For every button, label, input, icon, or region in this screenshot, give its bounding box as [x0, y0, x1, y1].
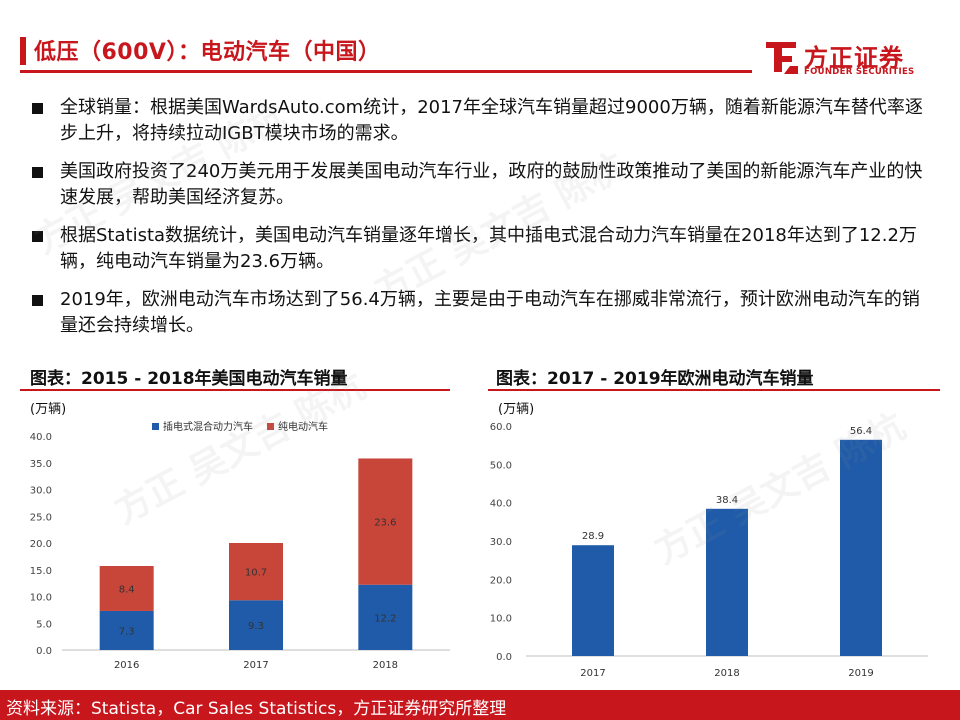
us-ev-sales-chart: 0.0 5.0 10.0 15.0 20.0 25.0 30.0 35.0 40.0 插电式混合动…	[30, 420, 450, 671]
data-label: 23.6	[374, 518, 396, 529]
bullet-item: 根据Statista数据统计，美国电动汽车销量逐年增长，其中插电式混合动力汽车销…	[30, 223, 930, 275]
title-divider	[20, 70, 752, 73]
bar-segment	[229, 543, 283, 601]
data-label: 38.4	[716, 495, 738, 506]
footer-bar: 资料来源：Statista，Car Sales Statistics，方正证券研…	[0, 690, 960, 720]
bar	[572, 545, 614, 656]
x-tick-label: 2019	[848, 668, 873, 679]
logo-text-cn: 方正证券	[804, 44, 904, 72]
founder-logo-icon	[766, 42, 798, 74]
y-tick-label: 30.0	[490, 537, 512, 548]
bullet-item: 美国政府投资了240万美元用于发展美国电动汽车行业，政府的鼓励性政策推动了美国的…	[30, 159, 930, 211]
bullet-item: 2019年，欧洲电动汽车市场达到了56.4万辆，主要是由于电动汽车在挪威非常流行…	[30, 287, 930, 339]
right-chart-unit: (万辆)	[498, 402, 535, 417]
legend-label: 纯电动汽车	[278, 420, 328, 433]
data-label: 56.4	[850, 426, 872, 437]
bar-segment	[99, 610, 154, 650]
bullet-list: 全球销量：根据美国WardsAuto.com统计，2017年全球汽车销量超过90…	[30, 95, 930, 351]
y-tick-label: 50.0	[490, 460, 512, 471]
y-tick-label: 40.0	[490, 499, 512, 510]
data-label: 28.9	[582, 531, 604, 542]
y-tick-label: 10.0	[30, 593, 52, 604]
legend-label: 插电式混合动力汽车	[163, 420, 253, 433]
footer-source: 资料来源：Statista，Car Sales Statistics，方正证券研…	[6, 699, 507, 719]
bullet-text: 全球销量：根据美国WardsAuto.com统计，2017年全球汽车销量超过90…	[60, 97, 923, 144]
founder-logo: 方正证券 FOUNDER SECURITIES	[762, 34, 942, 84]
y-tick-label: 20.0	[30, 539, 52, 550]
left-chart-caption: 图表：2015 - 2018年美国电动汽车销量	[30, 369, 348, 389]
y-tick-label: 35.0	[30, 459, 52, 470]
data-label: 7.3	[119, 626, 135, 637]
x-tick-label: 2018	[714, 668, 739, 679]
bar-segment	[358, 458, 413, 585]
bar-segment	[99, 566, 154, 611]
y-tick-label: 15.0	[30, 566, 52, 577]
europe-ev-sales-chart: 0.0 10.0 20.0 30.0 40.0 50.0 60.0 28.9 2017 38.4 2…	[490, 422, 928, 679]
y-tick-label: 10.0	[490, 614, 512, 625]
bullet-square-icon	[32, 103, 43, 114]
y-tick-label: 25.0	[30, 512, 52, 523]
legend-swatch	[152, 423, 159, 430]
x-tick-label: 2016	[114, 660, 139, 671]
right-chart-divider	[488, 389, 940, 391]
data-label: 9.3	[248, 621, 264, 632]
y-tick-label: 40.0	[30, 432, 52, 443]
bar	[840, 439, 882, 656]
bar-segment	[229, 600, 283, 650]
y-tick-label: 0.0	[496, 652, 512, 663]
bullet-text: 根据Statista数据统计，美国电动汽车销量逐年增长，其中插电式混合动力汽车销…	[60, 225, 917, 272]
data-label: 8.4	[119, 584, 135, 595]
page-title: 低压（600V）：电动汽车（中国）	[34, 40, 381, 65]
y-tick-label: 0.0	[36, 646, 52, 657]
bullet-item: 全球销量：根据美国WardsAuto.com统计，2017年全球汽车销量超过90…	[30, 95, 930, 147]
bullet-text: 美国政府投资了240万美元用于发展美国电动汽车行业，政府的鼓励性政策推动了美国的…	[60, 161, 923, 208]
y-tick-label: 60.0	[490, 422, 512, 433]
bullet-square-icon	[32, 295, 43, 306]
title-accent-bar	[20, 37, 26, 65]
bullet-square-icon	[32, 231, 43, 242]
y-tick-label: 5.0	[36, 619, 52, 630]
bar	[706, 508, 748, 656]
x-tick-label: 2017	[580, 668, 605, 679]
x-tick-label: 2017	[243, 660, 268, 671]
x-tick-label: 2018	[373, 660, 398, 671]
bar-segment	[358, 584, 413, 650]
left-chart-unit: (万辆)	[30, 402, 67, 417]
y-tick-label: 30.0	[30, 486, 52, 497]
right-chart-caption: 图表：2017 - 2019年欧洲电动汽车销量	[496, 369, 814, 389]
data-label: 12.2	[374, 613, 396, 624]
bullet-square-icon	[32, 167, 43, 178]
logo-text-en: FOUNDER SECURITIES	[804, 67, 915, 77]
legend-swatch	[267, 423, 274, 430]
y-tick-label: 20.0	[490, 575, 512, 586]
left-chart-divider	[20, 389, 450, 391]
bullet-text: 2019年，欧洲电动汽车市场达到了56.4万辆，主要是由于电动汽车在挪威非常流行…	[60, 289, 920, 336]
data-label: 10.7	[245, 568, 267, 579]
